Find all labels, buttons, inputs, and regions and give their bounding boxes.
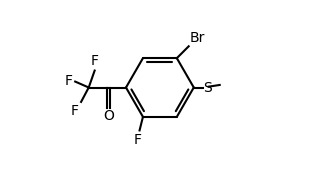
Text: S: S — [203, 80, 212, 94]
Text: O: O — [103, 109, 114, 123]
Text: F: F — [134, 133, 142, 147]
Text: Br: Br — [190, 32, 205, 46]
Text: F: F — [91, 54, 99, 68]
Text: F: F — [64, 74, 73, 88]
Text: F: F — [70, 104, 79, 118]
